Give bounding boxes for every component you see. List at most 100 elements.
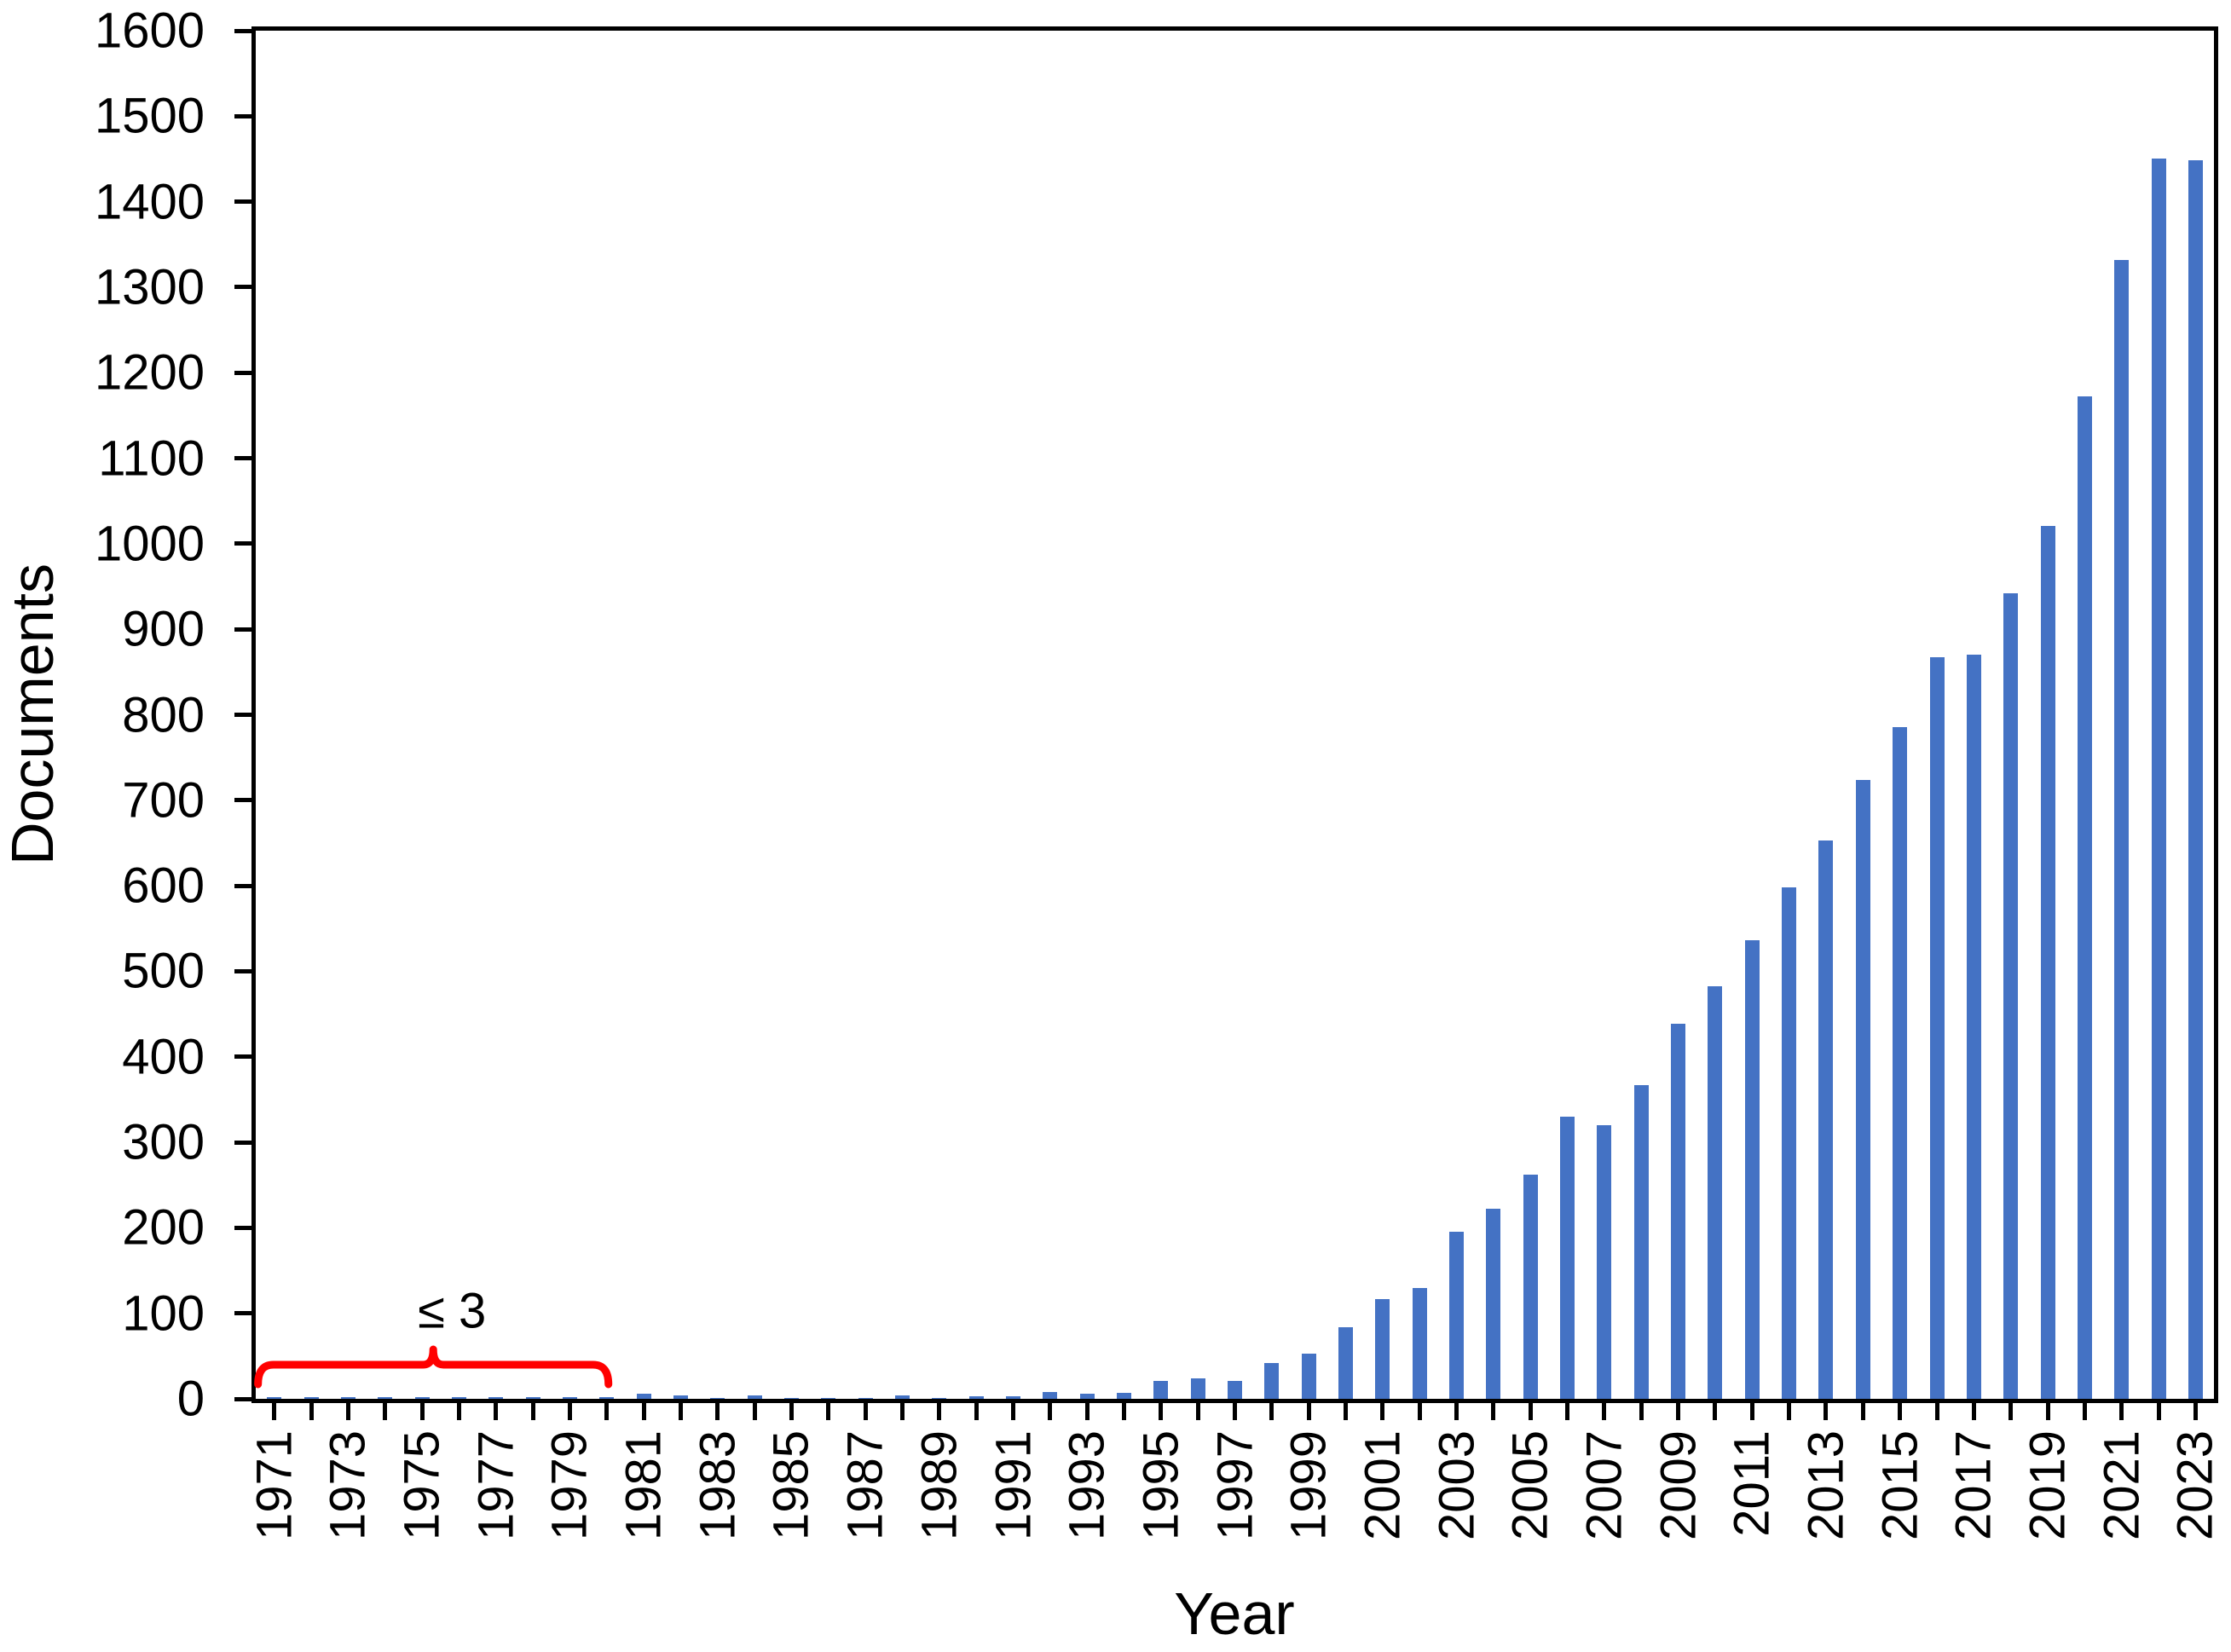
bar-2002	[1412, 1287, 1427, 1399]
y-tick-label-1100: 1100	[98, 430, 205, 487]
x-tick-label-2011: 2011	[1724, 1430, 1780, 1537]
y-tick-1400	[234, 199, 256, 205]
x-tick-2021	[2119, 1399, 2124, 1420]
x-tick-1973	[345, 1399, 350, 1420]
bar-1975	[414, 1397, 430, 1399]
x-tick-2010	[1713, 1399, 1718, 1420]
x-tick-label-2005: 2005	[1502, 1430, 1558, 1541]
x-axis-title: Year	[1174, 1580, 1295, 1647]
bar-2020	[2077, 396, 2092, 1399]
bar-2007	[1597, 1125, 1612, 1399]
bar-1971	[267, 1397, 282, 1399]
x-tick-2016	[1934, 1399, 1939, 1420]
bar-2011	[1744, 940, 1760, 1399]
x-tick-1985	[789, 1399, 794, 1420]
x-tick-2005	[1528, 1399, 1533, 1420]
bar-1993	[1079, 1394, 1095, 1399]
x-tick-1987	[863, 1399, 868, 1420]
x-tick-label-2007: 2007	[1576, 1430, 1633, 1541]
bar-2009	[1671, 1023, 1686, 1399]
bar-1985	[783, 1398, 799, 1399]
bar-1991	[1006, 1396, 1020, 1399]
x-tick-label-2015: 2015	[1872, 1430, 1928, 1541]
y-tick-1100	[234, 456, 256, 461]
bar-1995	[1153, 1380, 1169, 1399]
y-tick-label-100: 100	[122, 1285, 205, 1342]
y-tick-label-300: 300	[122, 1114, 205, 1170]
bar-1977	[488, 1397, 504, 1399]
annotation-label: ≤ 3	[418, 1283, 487, 1339]
y-tick-100	[234, 1311, 256, 1316]
x-tick-label-1977: 1977	[468, 1430, 524, 1541]
bar-1973	[340, 1397, 355, 1399]
bar-2012	[1782, 887, 1797, 1399]
bar-2023	[2188, 159, 2203, 1399]
y-tick-label-1200: 1200	[94, 344, 205, 401]
x-tick-2014	[1860, 1399, 1865, 1420]
y-tick-900	[234, 627, 256, 632]
y-tick-label-200: 200	[122, 1199, 205, 1256]
x-tick-1991	[1011, 1399, 1015, 1420]
y-tick-400	[234, 1054, 256, 1060]
x-tick-2001	[1380, 1399, 1385, 1420]
x-tick-2020	[2082, 1399, 2087, 1420]
x-tick-1972	[309, 1399, 314, 1420]
x-tick-1984	[752, 1399, 757, 1420]
x-tick-1982	[678, 1399, 683, 1420]
x-tick-1995	[1159, 1399, 1164, 1420]
y-tick-label-1000: 1000	[94, 516, 205, 572]
x-tick-1979	[567, 1399, 572, 1420]
x-tick-1971	[272, 1399, 277, 1420]
x-tick-2018	[2008, 1399, 2014, 1420]
y-tick-500	[234, 968, 256, 973]
x-tick-label-2009: 2009	[1650, 1430, 1707, 1541]
bar-1979	[562, 1397, 577, 1399]
plot-area	[251, 26, 2218, 1403]
x-tick-label-1999: 1999	[1280, 1430, 1337, 1541]
x-tick-1992	[1048, 1399, 1053, 1420]
bar-2015	[1893, 726, 1908, 1399]
bar-1982	[673, 1395, 688, 1399]
x-tick-label-1991: 1991	[985, 1430, 1041, 1541]
x-tick-label-1981: 1981	[616, 1430, 672, 1541]
y-tick-label-600: 600	[122, 858, 205, 914]
x-tick-1999	[1306, 1399, 1311, 1420]
x-tick-label-1975: 1975	[394, 1430, 450, 1541]
bar-2001	[1375, 1298, 1390, 1399]
bar-1986	[821, 1398, 836, 1399]
y-tick-1000	[234, 541, 256, 546]
x-tick-2011	[1749, 1399, 1754, 1420]
bar-1978	[525, 1397, 540, 1399]
bar-1992	[1043, 1392, 1058, 1399]
x-tick-2023	[2193, 1399, 2198, 1420]
bar-2004	[1486, 1209, 1501, 1399]
x-tick-label-1989: 1989	[911, 1430, 968, 1541]
x-tick-label-2013: 2013	[1798, 1430, 1854, 1541]
x-tick-2007	[1602, 1399, 1607, 1420]
bar-2003	[1449, 1232, 1464, 1399]
x-tick-2008	[1639, 1399, 1644, 1420]
bar-1990	[968, 1396, 984, 1399]
x-tick-1993	[1084, 1399, 1089, 1420]
x-tick-label-1973: 1973	[320, 1430, 376, 1541]
bar-1989	[932, 1398, 947, 1399]
x-tick-label-2021: 2021	[2094, 1430, 2150, 1541]
y-tick-800	[234, 713, 256, 717]
x-tick-2012	[1787, 1399, 1792, 1420]
x-tick-label-1987: 1987	[837, 1430, 893, 1541]
x-tick-1990	[974, 1399, 979, 1420]
x-tick-1986	[826, 1399, 831, 1420]
bar-1983	[710, 1398, 725, 1399]
bar-1988	[894, 1395, 910, 1399]
x-tick-1981	[641, 1399, 646, 1420]
y-tick-label-1400: 1400	[94, 174, 205, 230]
x-tick-label-2019: 2019	[2020, 1430, 2076, 1541]
x-tick-label-2001: 2001	[1355, 1430, 1411, 1541]
y-tick-label-1300: 1300	[94, 259, 205, 315]
x-tick-2003	[1454, 1399, 1459, 1420]
y-tick-1200	[234, 370, 256, 375]
x-tick-1974	[383, 1399, 388, 1420]
x-tick-2002	[1417, 1399, 1422, 1420]
x-tick-label-1979: 1979	[541, 1430, 598, 1541]
x-tick-label-1993: 1993	[1059, 1430, 1115, 1541]
